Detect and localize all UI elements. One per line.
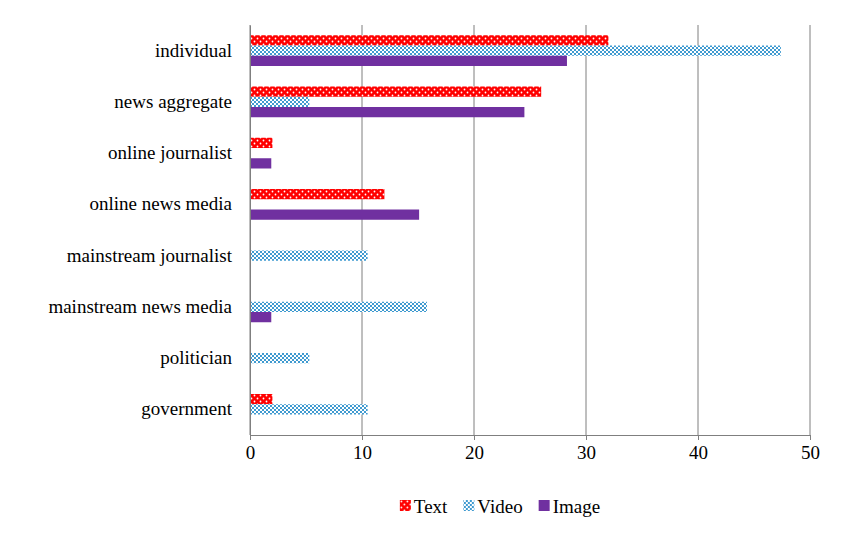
bar [250,251,368,261]
tick-label: 30 [577,442,596,463]
series [250,46,781,415]
legend-label: Text [414,496,448,517]
tick-label: 10 [353,442,372,463]
legend-swatch [463,500,474,511]
bar [250,210,419,220]
bar [250,353,309,363]
bar [250,312,271,322]
x-axis: 0 10 20 30 40 50 [246,435,820,463]
legend: Text Video Image [400,496,600,517]
tick: 10 [353,435,372,463]
tick-label: 20 [465,442,484,463]
legend-swatch [539,500,550,511]
bar [250,138,272,148]
tick: 30 [577,435,596,463]
tick: government [141,398,250,419]
bar [250,56,567,66]
tick: mainstream journalist [67,245,250,266]
legend-swatch [400,500,411,511]
tick: online journalist [108,142,250,163]
legend-item: Image [539,496,600,517]
tick: 20 [465,435,484,463]
legend-label: Video [477,496,522,517]
y-axis: individual news aggregate online journalis… [48,26,250,436]
tick-label: 0 [246,442,256,463]
tick-label: 50 [801,442,820,463]
chart: 0 10 20 30 40 50 individual news aggregate onlin… [0,0,843,537]
grid [250,25,810,435]
tick-label: government [141,398,232,419]
tick: news aggregate [114,91,250,112]
tick: mainstream news media [48,296,250,317]
y-axis-line [250,26,251,436]
grid-line [250,25,251,435]
tick-mark [250,435,251,440]
tick: individual [155,40,250,61]
bar [250,302,427,312]
tick-label: online news media [90,193,233,214]
plot: 0 10 20 30 40 50 individual news aggregate onlin… [48,25,820,463]
tick-mark [698,435,699,440]
legend-label: Image [553,496,600,517]
tick: politician [160,347,250,368]
bar [250,87,541,97]
tick-label: mainstream journalist [67,245,233,266]
bar [250,97,309,107]
legend-item: Video [463,496,522,517]
legend-item: Text [400,496,448,517]
grid-line [586,25,587,435]
tick: online news media [90,193,250,214]
bar [250,107,524,117]
tick: 40 [689,435,708,463]
tick: 50 [801,435,820,463]
bar [250,158,271,168]
tick-label: individual [155,40,232,61]
tick-label: 40 [689,442,708,463]
series [250,56,567,323]
tick-mark [474,435,475,440]
grid-line [698,25,699,435]
tick-label: online journalist [108,142,233,163]
bars [250,35,781,414]
bar [250,394,272,404]
series [250,35,608,404]
tick-mark [362,435,363,440]
tick-mark [586,435,587,440]
bar [250,404,368,414]
tick-label: politician [160,347,232,368]
x-axis-line [251,436,811,441]
bar [250,189,384,199]
bar [250,35,608,45]
grid-line [810,25,811,435]
tick-mark [810,435,811,440]
bar [250,46,781,56]
tick-label: news aggregate [114,91,232,112]
tick-label: mainstream news media [48,296,232,317]
tick: 0 [246,435,256,463]
